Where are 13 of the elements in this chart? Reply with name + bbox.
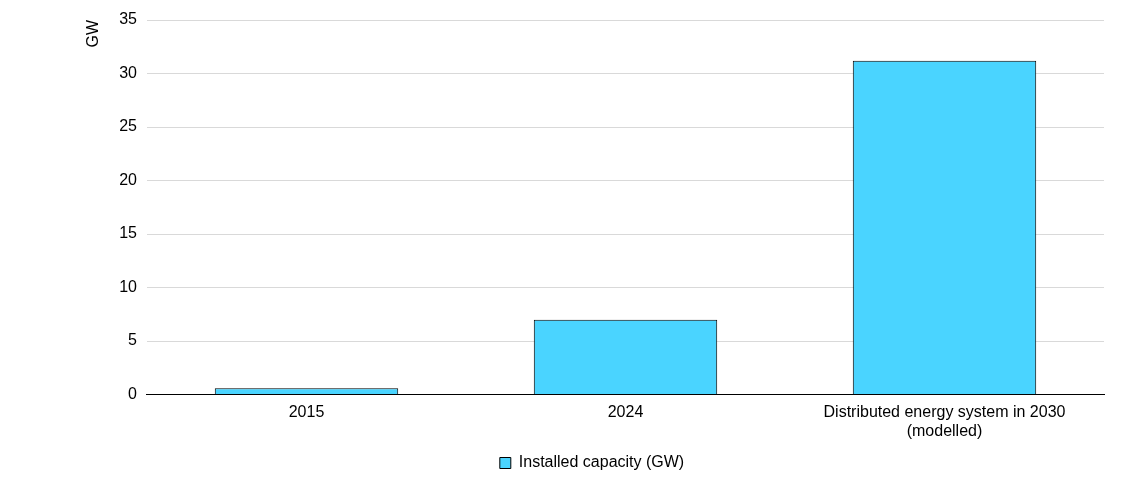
y-tick-label: 25 — [119, 117, 138, 135]
x-tick-label: 2024 — [607, 402, 644, 420]
x-tick-label: Distributed energy system in 2030 (modelled) — [823, 402, 1066, 439]
y-axis-title: GW — [84, 19, 102, 48]
y-tick-label: 5 — [128, 331, 138, 349]
y-tick-label: 0 — [128, 385, 138, 403]
y-tick-label: 30 — [119, 63, 138, 81]
y-tick-label: 15 — [119, 224, 138, 242]
legend-label: Installed capacity (GW) — [518, 453, 685, 471]
y-tick-label: 35 — [119, 10, 138, 28]
x-tick-label: 2015 — [288, 402, 325, 420]
y-tick-label: 10 — [119, 277, 138, 295]
y-tick-label: 20 — [119, 170, 138, 188]
